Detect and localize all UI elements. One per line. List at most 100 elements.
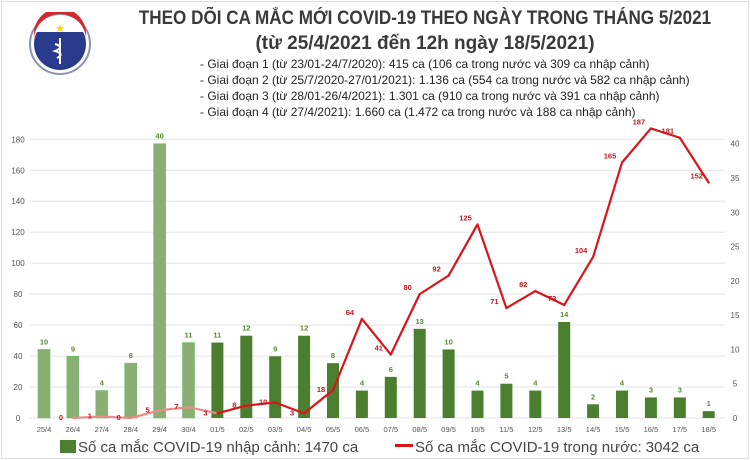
- x-axis-tick: 08/5: [412, 425, 427, 434]
- x-axis-tick: 25/4: [37, 425, 52, 434]
- right-axis-tick: 40: [731, 140, 740, 149]
- line-segment: [591, 161, 624, 259]
- line-data-label: 8: [232, 401, 236, 410]
- right-axis-tick: 5: [733, 380, 738, 389]
- bar: [153, 143, 166, 419]
- x-axis-tick: 27/4: [94, 425, 109, 434]
- ministry-of-health-logo: [29, 12, 91, 75]
- line-data-label: 41: [375, 344, 383, 353]
- bar-data-label: 9: [273, 344, 277, 353]
- line-segment: [447, 223, 479, 277]
- x-axis-tick: 03/5: [268, 425, 283, 434]
- bar-data-label: 13: [416, 317, 424, 326]
- x-axis-tick: 18/5: [701, 425, 716, 434]
- left-axis-tick: 100: [11, 259, 25, 268]
- legend-line-swatch: [395, 444, 413, 447]
- legend-imported: Số ca mắc COVID-19 nhập cảnh: 1470 ca: [60, 439, 358, 457]
- line-data-label: 82: [519, 280, 527, 289]
- line-data-label: 18: [317, 385, 325, 394]
- x-axis-tick: 06/5: [355, 425, 370, 434]
- bar-data-label: 9: [71, 344, 75, 353]
- bar-data-label: 4: [475, 379, 480, 388]
- x-axis-tick: 28/4: [123, 425, 138, 434]
- bar: [587, 404, 600, 418]
- line-segment: [389, 293, 421, 356]
- legend-domestic-label: Số ca mắc COVID-19 trong nước: 3042 ca: [415, 439, 700, 456]
- left-axis-tick: 0: [16, 414, 21, 423]
- line-data-label: 10: [259, 398, 267, 407]
- bar-data-label: 14: [560, 310, 569, 319]
- line-data-label: 1: [88, 411, 92, 420]
- right-axis-tick: 35: [731, 174, 740, 183]
- line-data-label: 125: [459, 213, 472, 222]
- line-data-label: 187: [633, 117, 646, 126]
- bar: [298, 335, 311, 418]
- bar-data-label: 8: [331, 351, 335, 360]
- bar: [269, 356, 282, 418]
- right-axis-tick: 20: [731, 277, 740, 286]
- bar-data-label: 11: [185, 331, 193, 340]
- line-segment: [158, 406, 190, 412]
- line-segment: [505, 289, 537, 310]
- bar: [355, 390, 368, 418]
- x-axis-tick: 26/4: [66, 425, 81, 434]
- right-axis-tick: 30: [731, 208, 740, 217]
- line-data-label: 0: [59, 413, 63, 422]
- x-axis-tick: 12/5: [528, 425, 543, 434]
- line-segment: [274, 401, 306, 415]
- left-axis-tick: 40: [14, 352, 23, 361]
- phase-note-2: - Giai đoạn 2 (từ 25/7/2020-27/01/2021):…: [200, 73, 690, 87]
- chart-subtitle: (từ 25/4/2021 đến 12h ngày 18/5/2021): [255, 33, 595, 54]
- x-axis-tick: 17/5: [672, 425, 687, 434]
- chart-title: THEO DÕI CA MẮC MỚI COVID-19 THEO NGÀY T…: [138, 8, 712, 29]
- line-segment: [216, 404, 248, 415]
- bar: [37, 349, 51, 419]
- line-segment: [187, 406, 219, 415]
- line-segment: [534, 289, 566, 307]
- bar: [95, 390, 109, 419]
- right-axis-tick: 0: [733, 414, 738, 423]
- bar: [413, 328, 426, 418]
- line-segment: [649, 127, 681, 139]
- line-data-label: 7: [174, 402, 178, 411]
- left-axis-tick: 140: [11, 197, 25, 206]
- bar-data-label: 11: [213, 331, 221, 340]
- line-data-label: 152: [690, 172, 703, 181]
- bar: [558, 322, 571, 418]
- line-segment: [303, 389, 335, 415]
- right-axis-tick: 10: [731, 345, 740, 354]
- bar-data-label: 3: [649, 385, 653, 394]
- bar: [673, 397, 686, 418]
- phase-note-1: - Giai đoạn 1 (từ 23/01-24/7/2020): 415 …: [200, 57, 650, 71]
- line-segment: [563, 255, 595, 307]
- line-segment: [71, 415, 103, 420]
- x-axis-tick: 30/4: [181, 425, 196, 434]
- x-axis-tick: 10/5: [470, 425, 485, 434]
- bar-data-label: 10: [444, 337, 452, 346]
- line-data-label: 165: [604, 152, 617, 161]
- line-data-label: 71: [490, 297, 498, 306]
- bar-data-label: 10: [40, 337, 48, 346]
- bar: [442, 349, 455, 418]
- bar: [616, 390, 628, 418]
- bar-data-label: 12: [242, 324, 250, 333]
- x-axis-tick: 07/5: [383, 425, 398, 434]
- line-data-label: 104: [575, 246, 588, 255]
- line-data-label: 5: [146, 405, 150, 414]
- bar: [384, 376, 397, 418]
- x-axis-tick: 15/5: [615, 425, 630, 434]
- bar: [211, 342, 224, 418]
- x-axis-tick: 16/5: [644, 425, 659, 434]
- line-data-label: 64: [346, 308, 355, 317]
- bar-data-label: 12: [300, 324, 308, 333]
- line-segment: [245, 401, 277, 407]
- line-data-label: 80: [404, 283, 412, 292]
- line-data-label: 3: [290, 408, 294, 417]
- left-axis-tick: 180: [11, 135, 25, 144]
- line-segment: [620, 127, 653, 164]
- bar: [240, 335, 253, 418]
- legend-domestic: Số ca mắc COVID-19 trong nước: 3042 ca: [395, 439, 699, 457]
- x-axis-tick: 05/5: [326, 425, 341, 434]
- bar-data-label: 5: [504, 372, 508, 381]
